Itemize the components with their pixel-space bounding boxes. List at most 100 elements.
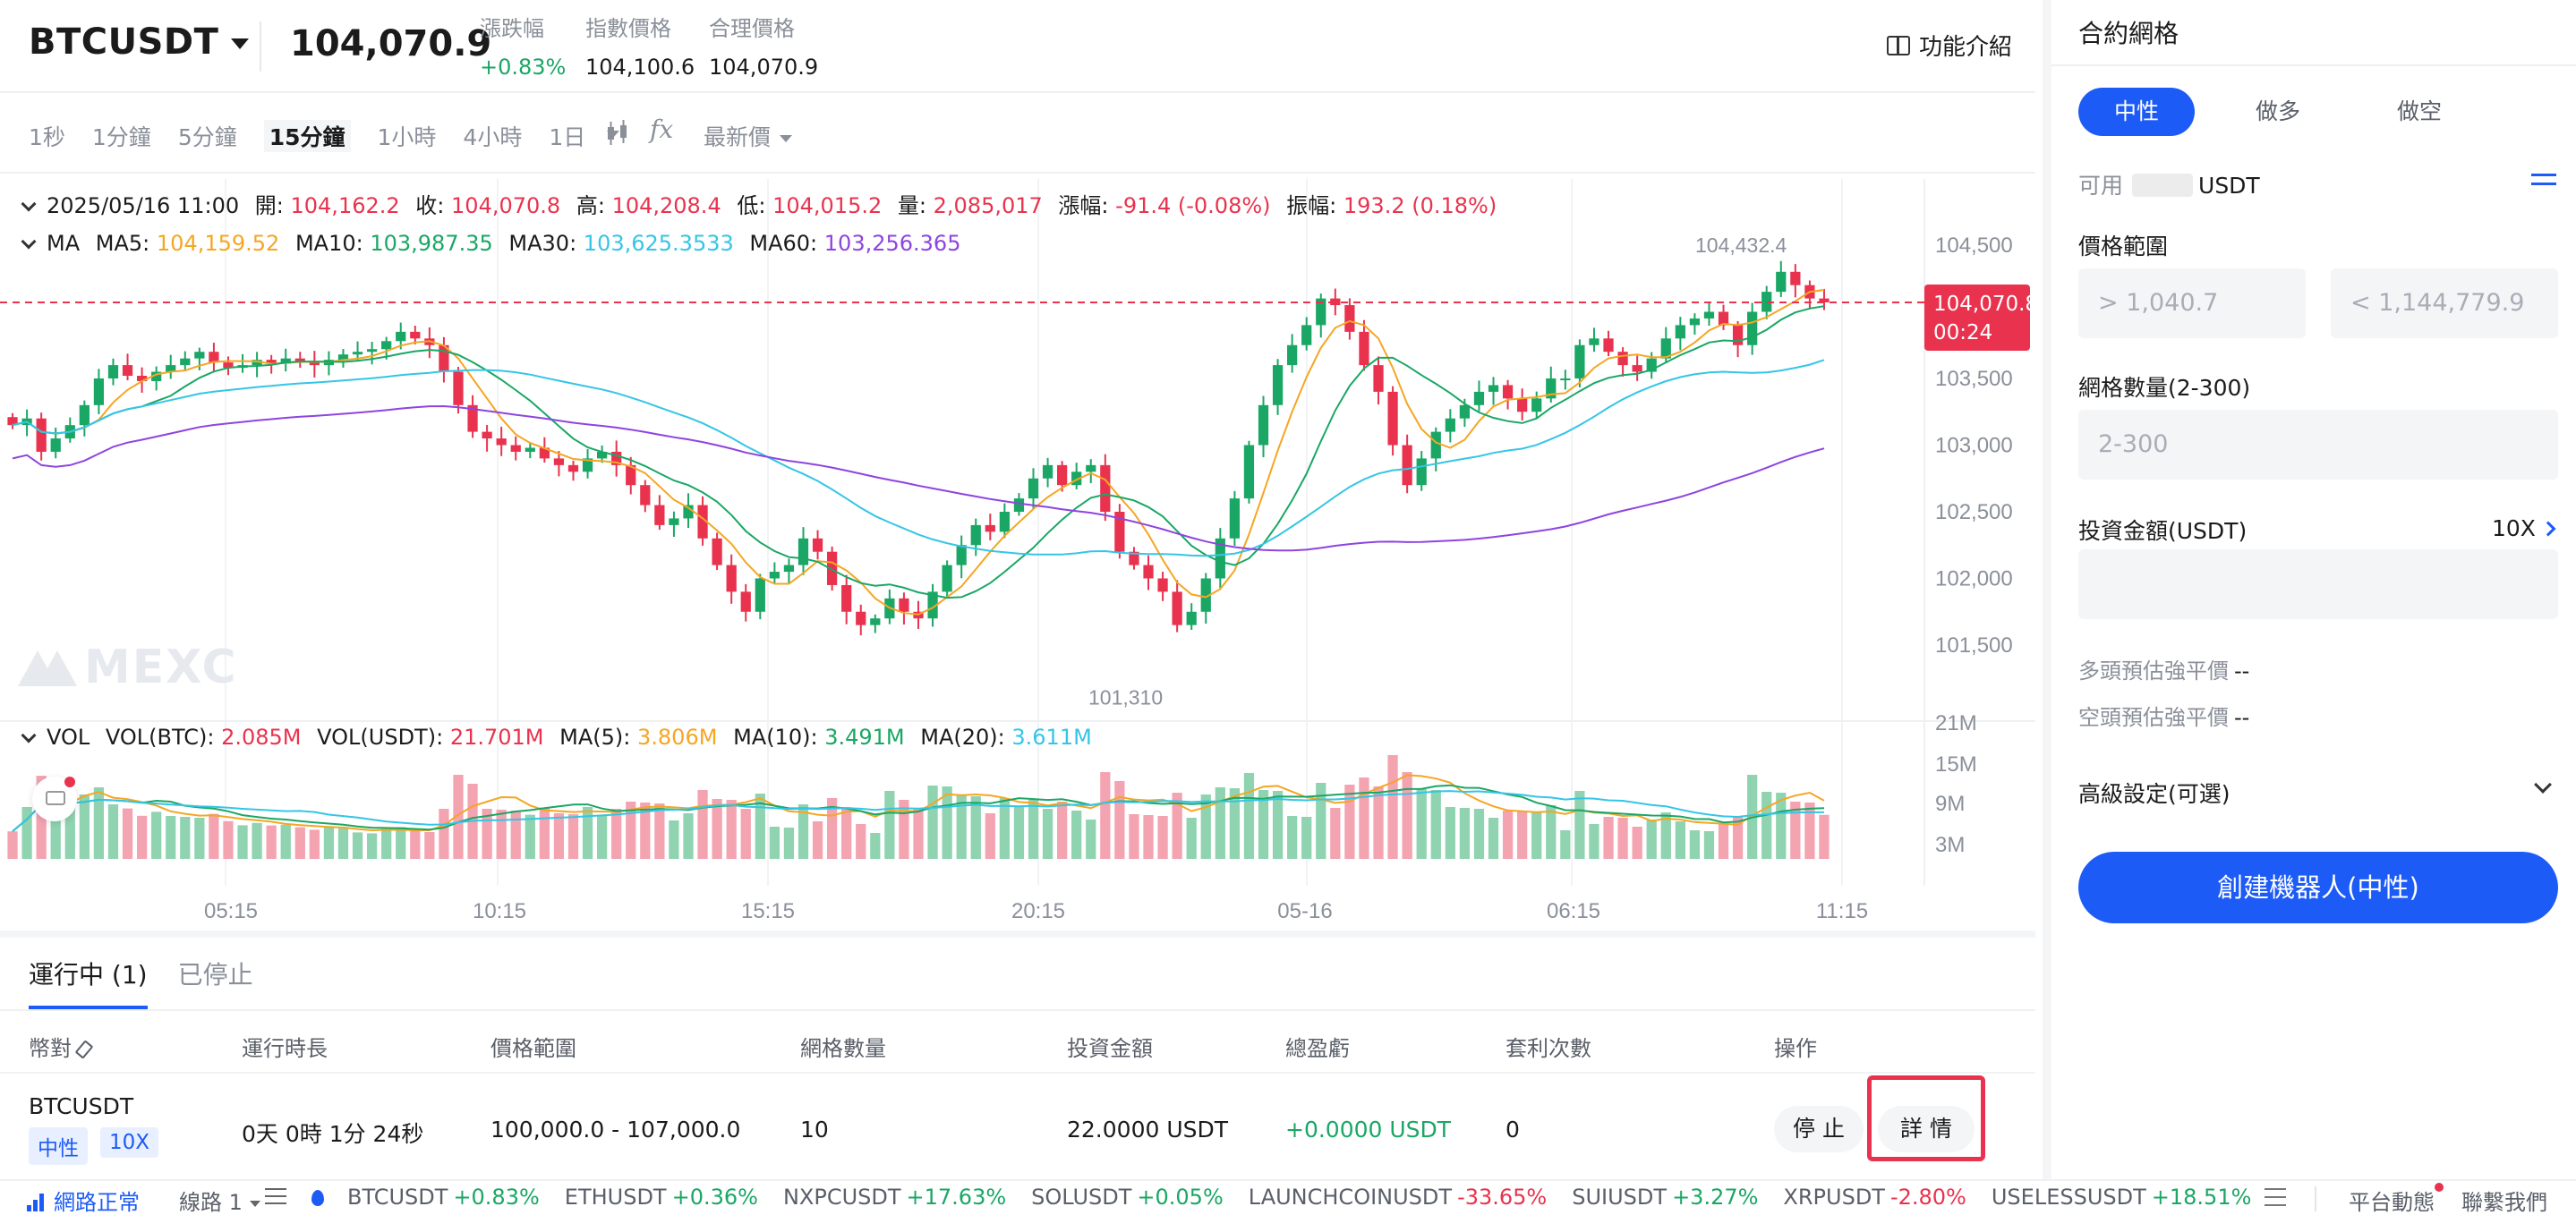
ticker-item[interactable]: LAUNCHCOINUSDT -33.65% — [1249, 1185, 1547, 1210]
contact-link[interactable]: 聯繫我們 — [2461, 1190, 2547, 1215]
tab-running[interactable]: 運行中 (1) — [29, 956, 148, 1009]
ticker-item[interactable]: USELESSUSDT +18.51% — [1992, 1185, 2252, 1210]
mode-long[interactable]: 做多 — [2255, 98, 2300, 124]
chevron-down-icon[interactable] — [2534, 776, 2552, 794]
volume-bar — [280, 824, 291, 859]
tab-stopped[interactable]: 已停止 — [177, 960, 253, 990]
volume-bar — [1574, 791, 1585, 859]
candle-body — [870, 618, 881, 625]
volume-bar — [1531, 812, 1542, 859]
ticker-item[interactable]: ETHUSDT +0.36% — [565, 1185, 758, 1210]
col-pnl-header: 總盈虧 — [1285, 1036, 1350, 1061]
x-tick-label: 06:15 — [1547, 899, 1600, 923]
volume-bar — [1373, 786, 1384, 859]
ticker-item[interactable]: SOLUSDT +0.05% — [1031, 1185, 1224, 1210]
interval-1h[interactable]: 1小時 — [377, 124, 437, 150]
volume-bar — [50, 801, 61, 859]
ma10-label: MA10: — [294, 231, 363, 256]
line-selector[interactable]: 線路 1 — [179, 1185, 260, 1215]
price-type-dropdown[interactable]: 最新價 — [704, 120, 793, 152]
volume-bar — [1732, 817, 1744, 859]
vol-ma5-value: 3.806M — [637, 725, 718, 750]
volume-bar — [553, 813, 565, 859]
symbol-selector[interactable]: BTCUSDT — [29, 21, 250, 63]
volume-bar — [453, 775, 464, 859]
candle-body — [266, 360, 277, 364]
notification-dot — [2435, 1183, 2444, 1192]
volume-bar — [798, 804, 809, 859]
indicator-toggle-button[interactable] — [32, 777, 77, 821]
row-pair: BTCUSDT — [29, 1093, 134, 1119]
mode-short[interactable]: 做空 — [2396, 98, 2442, 124]
notification-dot — [64, 777, 75, 787]
interval-15m[interactable]: 15分鐘 — [263, 120, 351, 152]
transfer-icon[interactable] — [2531, 168, 2558, 191]
interval-4h[interactable]: 4小時 — [463, 124, 523, 150]
col-range-header: 價格範圍 — [490, 1036, 576, 1061]
row-duration: 0天 0時 1分 24秒 — [242, 1121, 424, 1147]
volume-bar — [1186, 818, 1197, 859]
advanced-settings-toggle[interactable]: 高級設定(可選) — [2078, 781, 2231, 807]
col-pair-label: 幣對 — [29, 1036, 72, 1061]
volume-bar — [180, 817, 191, 859]
range-high-input[interactable]: < 1,144,779.9 — [2331, 268, 2558, 338]
candle-body — [79, 404, 90, 426]
candle-body — [1387, 391, 1398, 446]
x-tick-label: 10:15 — [473, 899, 526, 923]
stop-button[interactable]: 停 止 — [1774, 1106, 1864, 1152]
pin-icon[interactable] — [74, 1040, 94, 1059]
candle-body — [36, 418, 47, 452]
ticker-strip: BTCUSDT +0.83% ETHUSDT +0.36% NXPCUSDT +17.63… — [347, 1185, 2251, 1210]
leverage-selector[interactable]: 10X — [2492, 515, 2556, 541]
col-action-header: 操作 — [1774, 1036, 1817, 1061]
interval-1m[interactable]: 1分鐘 — [91, 124, 151, 150]
candle-body — [1316, 298, 1326, 326]
available-label: 可用 — [2078, 173, 2124, 199]
settings-sliders-icon[interactable] — [2265, 1188, 2286, 1212]
candle-body — [783, 565, 795, 573]
interval-5m[interactable]: 5分鐘 — [177, 124, 237, 150]
platform-news-link[interactable]: 平台動態 — [2349, 1183, 2444, 1215]
volume-bar — [1546, 805, 1557, 859]
candle-body — [827, 551, 838, 585]
volume-bar — [769, 827, 780, 859]
chevron-down-icon[interactable] — [21, 196, 37, 212]
volume-bar — [1129, 814, 1139, 859]
panel-icon — [46, 791, 65, 805]
range-low-input[interactable]: > 1,040.7 — [2078, 268, 2306, 338]
ticker-symbol: SUIUSDT — [1572, 1185, 1668, 1210]
investment-input[interactable] — [2078, 549, 2558, 619]
candle-body — [439, 344, 449, 372]
ma5-line — [12, 289, 1825, 616]
divider — [2051, 64, 2576, 66]
interval-1s[interactable]: 1秒 — [29, 124, 65, 150]
feature-intro-link[interactable]: 功能介紹 — [1887, 29, 2012, 62]
candle-body — [410, 331, 421, 339]
detail-button[interactable]: 詳 情 — [1878, 1106, 1975, 1152]
ticker-item[interactable]: BTCUSDT +0.83% — [347, 1185, 540, 1210]
vol-btc-value: 2.085M — [221, 725, 302, 750]
chevron-down-icon[interactable] — [21, 727, 37, 743]
chevron-down-icon[interactable] — [21, 234, 37, 250]
volume-bar — [1473, 809, 1485, 859]
volume-bar — [683, 813, 694, 859]
vol-ma5-label: MA(5): — [559, 725, 631, 750]
volume-bar — [812, 821, 823, 859]
x-tick-label: 20:15 — [1011, 899, 1065, 923]
candlestick-type-icon[interactable] — [605, 120, 630, 147]
fx-icon[interactable]: fx — [650, 115, 674, 144]
volume-bar — [1071, 811, 1082, 859]
menu-icon[interactable] — [265, 1188, 286, 1210]
signal-icon — [27, 1194, 48, 1211]
candle-body — [812, 538, 823, 552]
ticker-item[interactable]: SUIUSDT +3.27% — [1572, 1185, 1758, 1210]
grid-count-input[interactable]: 2-300 — [2078, 410, 2558, 480]
create-bot-button[interactable]: 創建機器人(中性) — [2078, 852, 2558, 923]
ticker-item[interactable]: NXPCUSDT +17.63% — [783, 1185, 1006, 1210]
interval-1d[interactable]: 1日 — [549, 124, 586, 150]
volume-bar — [999, 798, 1010, 859]
mode-neutral[interactable]: 中性 — [2078, 88, 2195, 136]
ticker-item[interactable]: XRPUSDT -2.80% — [1783, 1185, 1966, 1210]
kline-chart[interactable]: 104,500104,000103,500103,000102,500102,0… — [0, 179, 2035, 930]
high-annotation: 104,432.4 — [1695, 234, 1787, 257]
